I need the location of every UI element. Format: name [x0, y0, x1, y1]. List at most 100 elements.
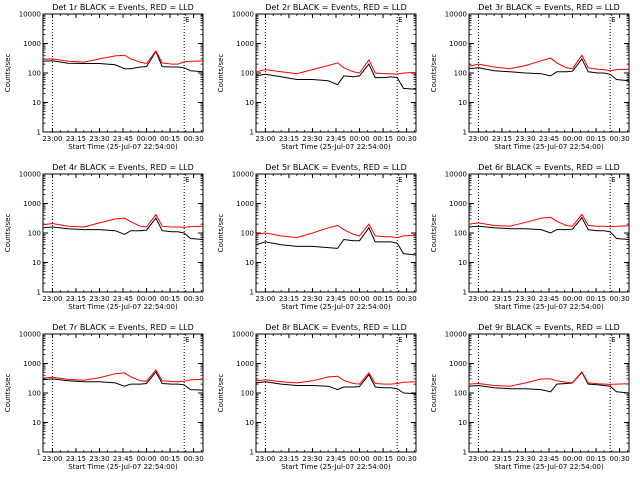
events-series-line [42, 371, 204, 391]
x-tick-label: 00:00 [136, 295, 156, 303]
corner-mark: E [611, 176, 615, 184]
chart-title: Det 8r BLACK = Events, RED = LLD [265, 323, 407, 332]
events-series-line [468, 57, 630, 82]
x-tick-label: 00:30 [183, 295, 203, 303]
x-tick-label: 23:15 [66, 135, 86, 143]
x-tick-label: 00:00 [349, 295, 369, 303]
y-tick-label: 1 [463, 449, 467, 457]
x-tick-label: 23:30 [89, 455, 109, 463]
x-tick-label: 23:45 [113, 135, 133, 143]
y-tick-label: 10 [245, 99, 254, 107]
chart-title: Det 6r BLACK = Events, RED = LLD [478, 163, 620, 172]
chart-panel: Det 4r BLACK = Events, RED = LLD 1 10 100 10… [4, 163, 204, 311]
x-tick-label: 23:45 [539, 455, 559, 463]
y-axis-label: Counts/sec [430, 214, 438, 253]
events-series-line [468, 216, 630, 240]
y-tick-label: 100 [241, 390, 254, 398]
x-axis-label: Start Time (25-Jul-07 22:54:00) [281, 303, 391, 311]
corner-mark: E [185, 16, 189, 24]
x-tick-label: 00:00 [349, 455, 369, 463]
x-tick-label: 23:15 [66, 295, 86, 303]
y-axis-label: Counts/sec [4, 374, 12, 413]
x-tick-label: 23:30 [302, 455, 322, 463]
plot-frame [468, 333, 630, 453]
x-tick-label: 00:15 [586, 135, 606, 143]
y-tick-label: 10000 [445, 11, 467, 19]
x-tick-label: 23:45 [326, 295, 346, 303]
x-axis-label: Start Time (25-Jul-07 22:54:00) [281, 143, 391, 151]
x-tick-label: 23:00 [255, 295, 275, 303]
x-tick-label: 00:30 [609, 455, 629, 463]
y-tick-label: 10 [458, 419, 467, 427]
y-tick-label: 10 [458, 99, 467, 107]
plot-frame [255, 13, 417, 133]
y-tick-label: 1000 [449, 360, 467, 368]
plot-frame [42, 13, 204, 133]
chart-panel: Det 7r BLACK = Events, RED = LLD 1 10 100 10… [4, 323, 204, 471]
y-tick-label: 10 [32, 259, 41, 267]
chart-panel: Det 9r BLACK = Events, RED = LLD 1 10 100 10… [430, 323, 630, 471]
chart-title: Det 1r BLACK = Events, RED = LLD [52, 3, 194, 12]
x-tick-label: 23:45 [113, 455, 133, 463]
y-axis-label: Counts/sec [217, 54, 225, 93]
corner-mark: E [398, 16, 402, 24]
y-tick-label: 1000 [449, 200, 467, 208]
x-tick-label: 23:30 [515, 295, 535, 303]
y-tick-label: 1000 [236, 200, 254, 208]
y-axis-label: Counts/sec [430, 374, 438, 413]
y-tick-label: 10000 [19, 331, 41, 339]
x-tick-label: 00:15 [373, 135, 393, 143]
x-tick-label: 00:15 [160, 135, 180, 143]
x-tick-label: 00:30 [396, 135, 416, 143]
y-tick-label: 1 [37, 289, 41, 297]
y-tick-label: 1000 [23, 360, 41, 368]
x-tick-label: 00:00 [562, 295, 582, 303]
events-series-line [42, 217, 204, 240]
y-tick-label: 10000 [232, 171, 254, 179]
plot-frame [42, 173, 204, 293]
y-axis-label: Counts/sec [217, 214, 225, 253]
lld-series-line [42, 369, 204, 383]
plot-frame [42, 333, 204, 453]
events-series-line [255, 63, 417, 90]
y-tick-label: 10 [32, 99, 41, 107]
y-tick-label: 1000 [449, 40, 467, 48]
y-tick-label: 100 [454, 230, 467, 238]
x-tick-label: 23:45 [326, 455, 346, 463]
y-tick-label: 100 [241, 230, 254, 238]
y-tick-label: 10000 [232, 11, 254, 19]
events-series-line [42, 50, 204, 73]
x-axis-label: Start Time (25-Jul-07 22:54:00) [494, 303, 604, 311]
chart-panel: Det 1r BLACK = Events, RED = LLD 1 10 100 10… [4, 3, 204, 151]
chart-panel: Det 6r BLACK = Events, RED = LLD 1 10 100 10… [430, 163, 630, 311]
chart-title: Det 4r BLACK = Events, RED = LLD [52, 163, 194, 172]
events-series-line [255, 226, 417, 256]
corner-mark: E [611, 16, 615, 24]
x-tick-label: 00:15 [160, 295, 180, 303]
y-tick-label: 1 [250, 449, 254, 457]
x-tick-label: 23:30 [89, 295, 109, 303]
y-tick-label: 1 [37, 129, 41, 137]
x-tick-label: 23:15 [492, 295, 512, 303]
y-tick-label: 100 [28, 230, 41, 238]
x-tick-label: 23:45 [539, 135, 559, 143]
x-tick-label: 00:30 [609, 135, 629, 143]
x-tick-label: 23:00 [255, 455, 275, 463]
y-tick-label: 100 [241, 70, 254, 78]
x-tick-label: 23:45 [113, 295, 133, 303]
x-tick-label: 23:00 [42, 135, 62, 143]
x-axis-label: Start Time (25-Jul-07 22:54:00) [494, 463, 604, 471]
x-axis-label: Start Time (25-Jul-07 22:54:00) [68, 303, 178, 311]
y-tick-label: 10000 [19, 11, 41, 19]
y-tick-label: 100 [454, 390, 467, 398]
corner-mark: E [398, 176, 402, 184]
y-tick-label: 10000 [19, 171, 41, 179]
x-axis-label: Start Time (25-Jul-07 22:54:00) [68, 463, 178, 471]
x-tick-label: 23:15 [66, 455, 86, 463]
x-tick-label: 00:30 [609, 295, 629, 303]
y-tick-label: 1000 [23, 40, 41, 48]
y-tick-label: 100 [454, 70, 467, 78]
x-tick-label: 23:00 [468, 135, 488, 143]
x-tick-label: 23:15 [279, 295, 299, 303]
